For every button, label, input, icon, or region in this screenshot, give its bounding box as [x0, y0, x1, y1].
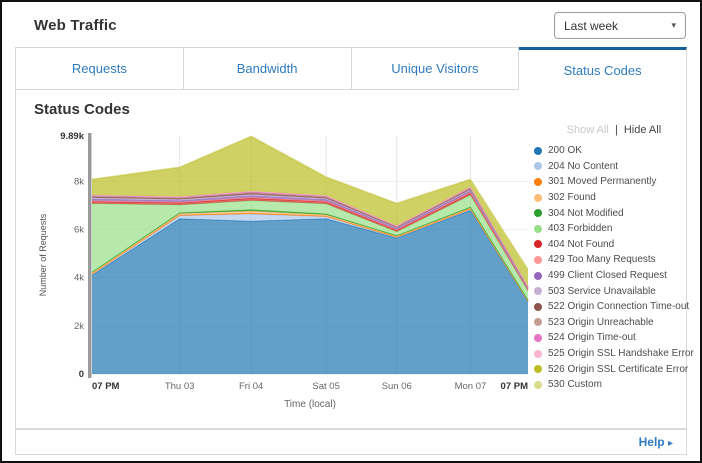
y-tick-label: 8k — [74, 176, 84, 187]
panel-footer: Help ▸ — [15, 429, 687, 455]
legend-label: 301 Moved Permanently — [548, 176, 657, 188]
legend-swatch-icon — [534, 271, 542, 280]
legend-item-429-too-many-requests[interactable]: 429 Too Many Requests — [534, 252, 694, 268]
help-link[interactable]: Help ▸ — [638, 435, 673, 449]
time-range-select[interactable]: Last week ▾ — [554, 12, 686, 39]
y-tick-label: 4k — [74, 273, 84, 284]
legend-item-525-origin-ssl-handshake-error[interactable]: 525 Origin SSL Handshake Error — [534, 346, 694, 362]
legend-swatch-icon — [534, 240, 542, 249]
legend-item-523-origin-unreachable[interactable]: 523 Origin Unreachable — [534, 315, 694, 331]
tab-bandwidth[interactable]: Bandwidth — [183, 47, 352, 90]
x-tick-label: Sun 06 — [382, 381, 412, 392]
legend-label: 525 Origin SSL Handshake Error — [548, 348, 694, 360]
hide-all-link[interactable]: Hide All — [623, 124, 662, 136]
legend-swatch-icon — [534, 177, 542, 186]
legend-label: 530 Custom — [548, 379, 602, 391]
legend-swatch-icon — [534, 193, 542, 202]
status-codes-chart[interactable]: 0 2k 4k 6k 8k 9.89k 07 PM Thu 03 Fri 04 Sat 05 Sun… — [34, 122, 534, 427]
x-tick-label: Fri 04 — [239, 381, 263, 392]
legend-swatch-icon — [534, 224, 542, 233]
chart-legend: Show All | Hide All 200 OK 204 No Content… — [534, 122, 694, 427]
legend-item-530-custom[interactable]: 530 Custom — [534, 377, 694, 393]
legend-swatch-icon — [534, 209, 542, 218]
y-axis-title: Number of Requests — [38, 213, 48, 296]
legend-swatch-icon — [534, 333, 542, 342]
line-series-530-custom — [91, 135, 529, 270]
page-title: Web Traffic — [34, 17, 117, 34]
legend-separator: | — [614, 124, 618, 136]
area-series-503-service-unavailable[interactable] — [92, 189, 528, 289]
tab-unique-visitors[interactable]: Unique Visitors — [351, 47, 520, 90]
legend-controls: Show All | Hide All — [534, 124, 694, 136]
legend-swatch-icon — [534, 287, 542, 296]
area-series-403-forbidden[interactable] — [92, 195, 528, 301]
y-tick-label: 6k — [74, 225, 84, 236]
x-tick-label: Mon 07 — [455, 381, 487, 392]
legend-label: 524 Origin Time-out — [548, 332, 636, 344]
legend-label: 503 Service Unavailable — [548, 285, 656, 297]
legend-items: 200 OK 204 No Content 301 Moved Permanentl… — [534, 143, 694, 393]
legend-label: 302 Found — [548, 192, 596, 204]
area-series-526-origin-ssl-certificate-error[interactable] — [92, 136, 528, 287]
legend-label: 304 Not Modified — [548, 207, 624, 219]
help-arrow-icon: ▸ — [667, 438, 673, 449]
legend-item-499-client-closed-request[interactable]: 499 Client Closed Request — [534, 268, 694, 284]
legend-swatch-icon — [534, 380, 542, 389]
legend-label: 200 OK — [548, 145, 582, 157]
x-tick-label: 07 PM — [501, 381, 529, 392]
show-all-link[interactable]: Show All — [566, 124, 609, 136]
area-series-522-origin-connection-time-out[interactable] — [92, 188, 528, 288]
legend-swatch-icon — [534, 318, 542, 327]
area-series-499-client-closed-request[interactable] — [92, 190, 528, 290]
x-tick-label: Sat 05 — [312, 381, 339, 392]
chevron-down-icon: ▾ — [671, 20, 676, 30]
x-tick-label: 07 PM — [92, 381, 120, 392]
y-axis-bar — [88, 133, 92, 378]
legend-swatch-icon — [534, 349, 542, 358]
legend-item-301-moved-permanently[interactable]: 301 Moved Permanently — [534, 174, 694, 190]
legend-swatch-icon — [534, 255, 542, 264]
time-range-value: Last week — [564, 18, 619, 33]
legend-item-403-forbidden[interactable]: 403 Forbidden — [534, 221, 694, 237]
legend-swatch-icon — [534, 162, 542, 171]
legend-item-302-found[interactable]: 302 Found — [534, 190, 694, 206]
legend-item-526-origin-ssl-certificate-error[interactable]: 526 Origin SSL Certificate Error — [534, 361, 694, 377]
legend-label: 523 Origin Unreachable — [548, 316, 654, 328]
status-codes-content: Status Codes 0 2k 4k 6k 8k 9.89k 07 PM Thu 03 Fr… — [15, 90, 694, 429]
legend-label: 499 Client Closed Request — [548, 270, 667, 282]
legend-item-200-ok[interactable]: 200 OK — [534, 143, 694, 159]
tab-requests[interactable]: Requests — [15, 47, 184, 90]
y-tick-label: 0 — [79, 369, 84, 380]
chart-title: Status Codes — [34, 101, 130, 118]
panel-header: Web Traffic Last week ▾ — [2, 2, 700, 47]
legend-item-204-no-content[interactable]: 204 No Content — [534, 159, 694, 175]
legend-label: 526 Origin SSL Certificate Error — [548, 363, 689, 375]
legend-swatch-icon — [534, 302, 542, 311]
area-series-404-not-found[interactable] — [92, 192, 528, 291]
legend-item-404-not-found[interactable]: 404 Not Found — [534, 237, 694, 253]
legend-swatch-icon — [534, 365, 542, 374]
legend-item-503-service-unavailable[interactable]: 503 Service Unavailable — [534, 283, 694, 299]
legend-label: 404 Not Found — [548, 238, 615, 250]
y-tick-label: 9.89k — [60, 131, 84, 142]
legend-item-304-not-modified[interactable]: 304 Not Modified — [534, 205, 694, 221]
legend-label: 522 Origin Connection Time-out — [548, 301, 690, 313]
y-tick-label: 2k — [74, 321, 84, 332]
x-axis-title: Time (local) — [284, 399, 336, 410]
area-series-200-ok[interactable] — [92, 210, 528, 374]
legend-label: 429 Too Many Requests — [548, 254, 656, 266]
x-tick-label: Thu 03 — [165, 381, 195, 392]
tab-status-codes[interactable]: Status Codes — [519, 47, 687, 90]
legend-swatch-icon — [534, 146, 542, 155]
legend-item-522-origin-connection-time-out[interactable]: 522 Origin Connection Time-out — [534, 299, 694, 315]
legend-label: 403 Forbidden — [548, 223, 613, 235]
legend-item-524-origin-time-out[interactable]: 524 Origin Time-out — [534, 330, 694, 346]
tab-strip: Requests Bandwidth Unique Visitors Statu… — [15, 47, 687, 90]
stacked-area-chart[interactable]: 0 2k 4k 6k 8k 9.89k 07 PM Thu 03 Fri 04 Sat 05 Sun… — [34, 122, 534, 422]
legend-label: 204 No Content — [548, 160, 619, 172]
area-series-429-too-many-requests[interactable] — [92, 192, 528, 290]
